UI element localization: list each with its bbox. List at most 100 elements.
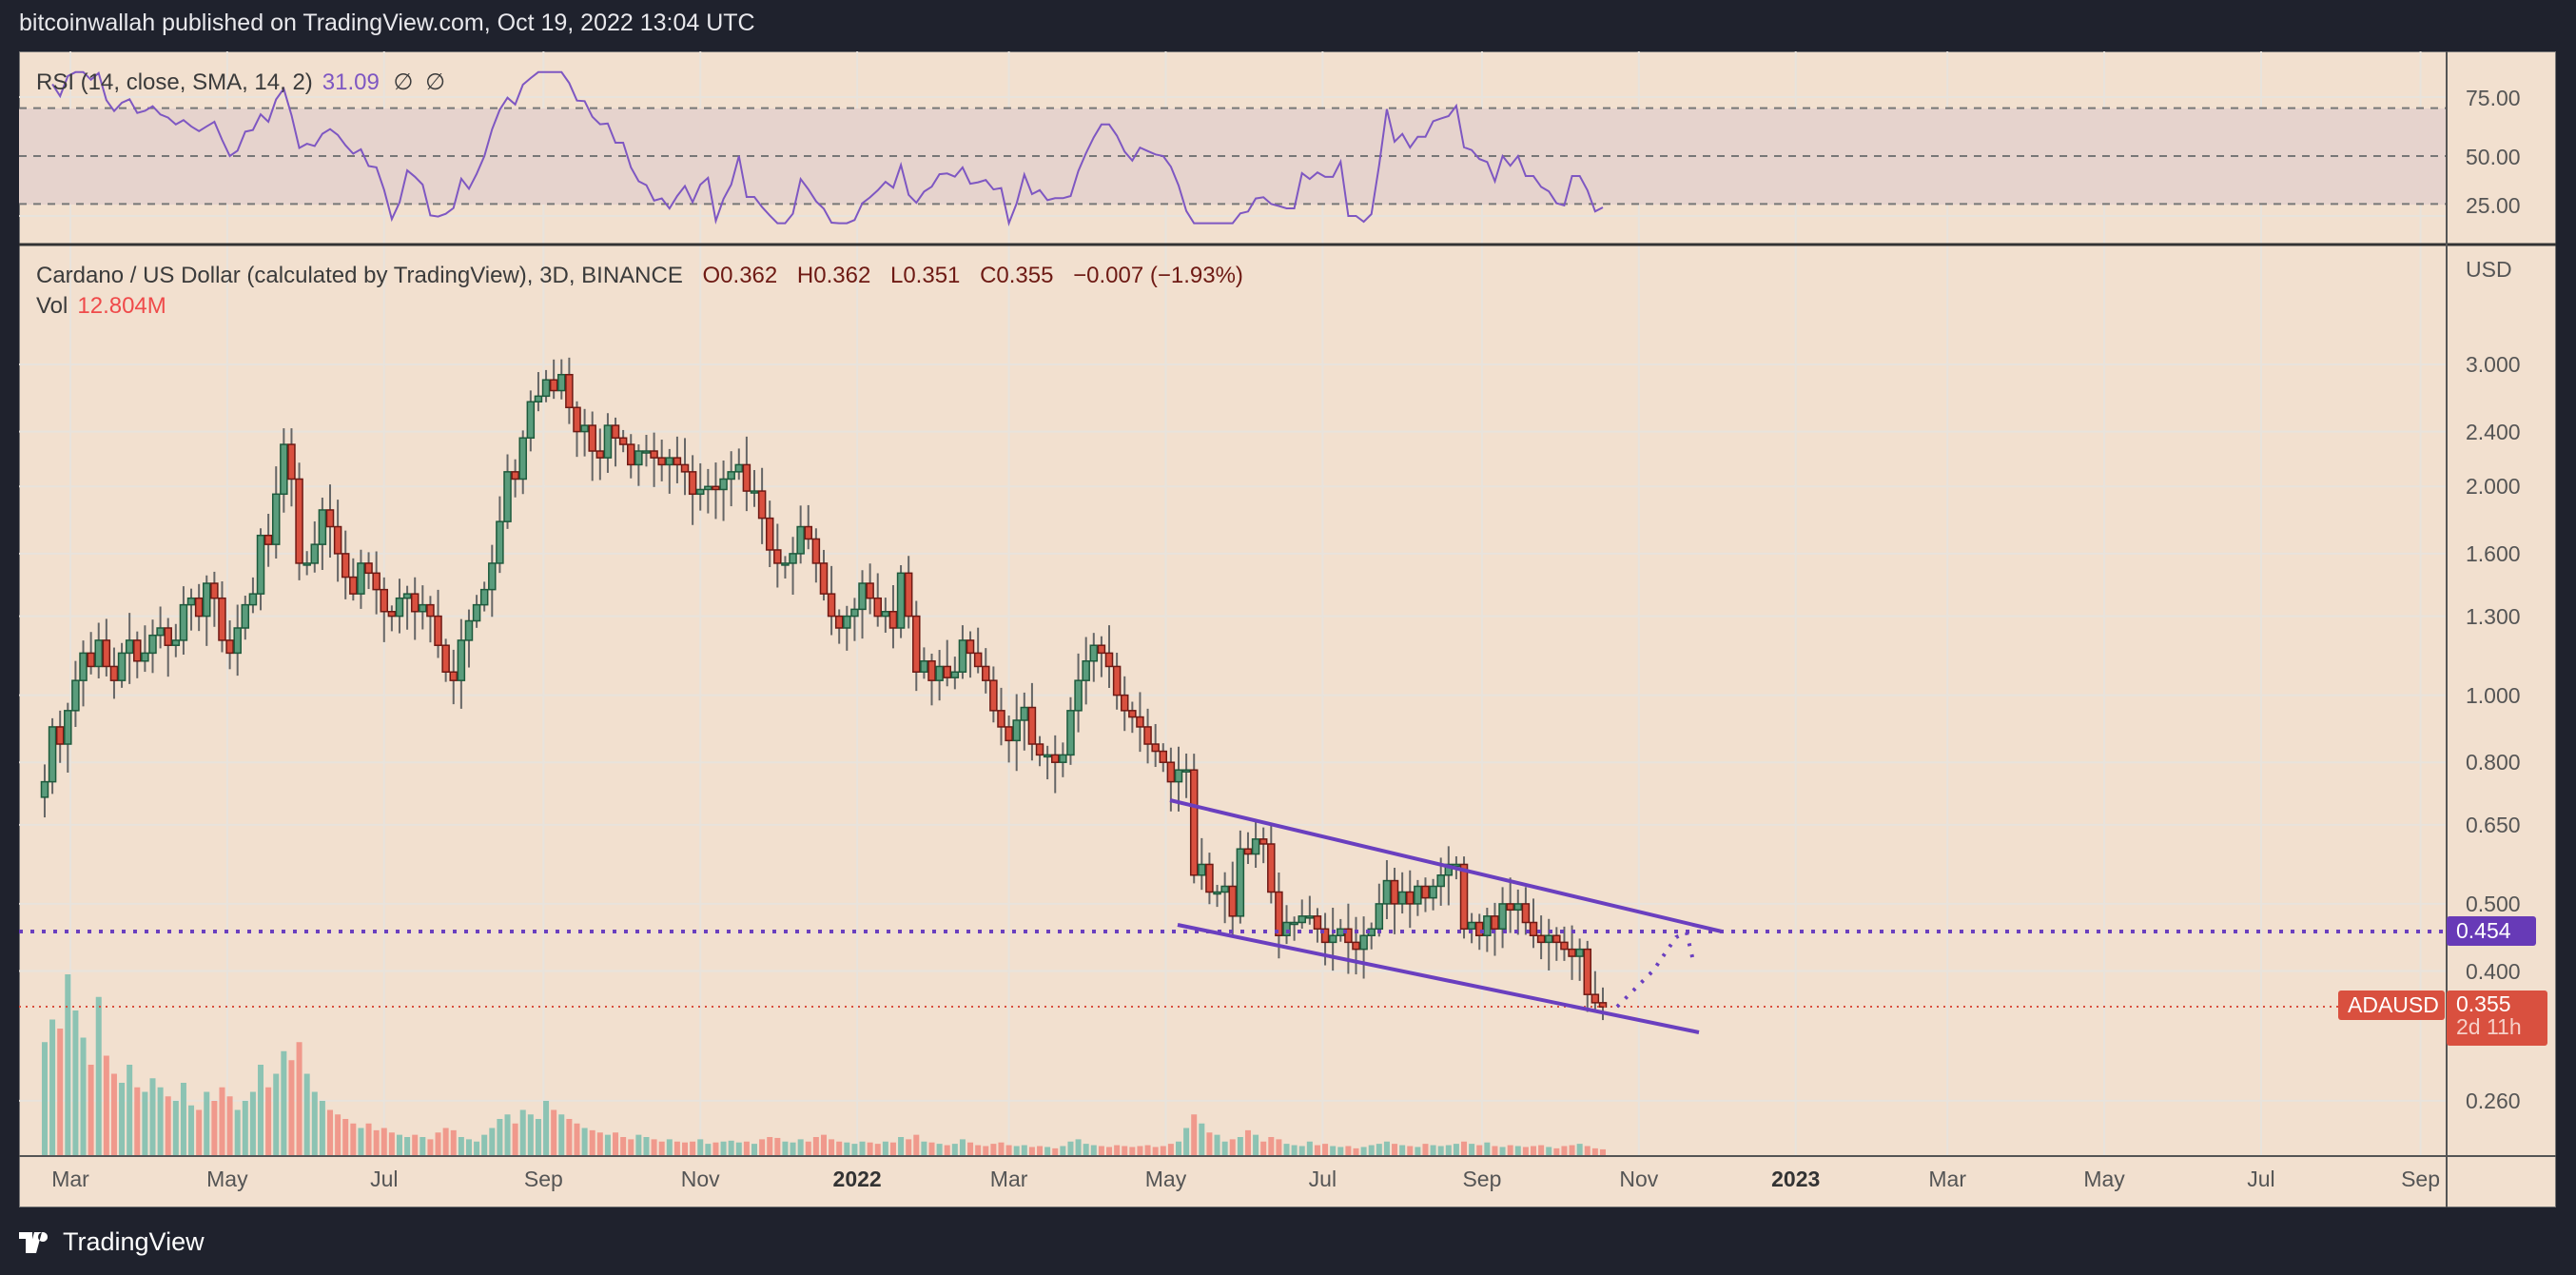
candle (1344, 903, 1353, 974)
candle-body (989, 679, 998, 712)
candle (719, 460, 728, 521)
volume-bar (1276, 1139, 1282, 1155)
change-value: −0.007 (−1.93%) (1073, 263, 1243, 288)
rsi-legend[interactable]: RSI (14, close, SMA, 14, 2) 31.09 ∅ ∅ (36, 69, 445, 96)
candle (989, 666, 998, 723)
volume-bar (1461, 1141, 1468, 1155)
candle-body (1136, 716, 1144, 728)
candle-body (811, 538, 821, 564)
volume-bar (1144, 1145, 1151, 1155)
candle-body (1181, 769, 1191, 773)
volume-bar (543, 1101, 550, 1155)
candle-body (364, 562, 373, 575)
high-value: H0.362 (796, 263, 871, 288)
volume-bar (1298, 1146, 1305, 1155)
candle (225, 620, 234, 670)
candle (618, 429, 628, 453)
candle (757, 467, 767, 544)
volume-bar (1314, 1145, 1320, 1155)
volume-bar (596, 1132, 603, 1155)
candle (186, 588, 196, 631)
volume-bar (41, 1042, 48, 1155)
candle (695, 462, 705, 511)
candle (434, 589, 442, 658)
volume-bar (774, 1137, 781, 1155)
volume-bar (913, 1134, 920, 1155)
candle (387, 605, 397, 632)
volume-legend[interactable]: Vol 12.804M (36, 293, 166, 320)
volume-bar (1152, 1147, 1159, 1155)
volume-bar (1028, 1147, 1035, 1155)
volume-bar (450, 1129, 457, 1155)
candle-body (1521, 903, 1531, 924)
candle (218, 580, 226, 653)
rsi-na-1: ∅ (393, 69, 414, 95)
volume-bar (1353, 1148, 1359, 1155)
candle (704, 468, 712, 514)
candle (1005, 716, 1013, 763)
volume-bar (519, 1109, 526, 1155)
volume-bar (188, 1105, 195, 1155)
volume-bar (1499, 1147, 1506, 1155)
volume-bar (705, 1144, 712, 1155)
candle (248, 577, 258, 614)
candle (843, 605, 851, 651)
candle-body (896, 572, 906, 629)
candle (750, 470, 759, 507)
tradingview-logo[interactable]: TradingView (19, 1227, 205, 1257)
time-tick-label: Sep (1462, 1167, 1502, 1191)
candle (1035, 736, 1044, 767)
candle-body (349, 576, 358, 595)
volume-bar (643, 1137, 650, 1155)
candle-body (1406, 891, 1415, 905)
candle-body (1529, 921, 1538, 936)
volume-bar (258, 1065, 264, 1155)
volume-bar (844, 1142, 850, 1155)
candle (464, 609, 474, 668)
volume-bar (1283, 1144, 1290, 1155)
candle (580, 408, 589, 457)
volume-bar (157, 1087, 164, 1155)
publish-info: bitcoinwallah published on TradingView.c… (19, 10, 755, 36)
candle-body (518, 437, 527, 481)
volume-bar (1052, 1148, 1059, 1155)
candle (573, 401, 581, 458)
candle-body (511, 471, 519, 481)
volume-bar (743, 1141, 750, 1155)
volume-bar (1037, 1146, 1044, 1155)
candle-body (1174, 769, 1183, 783)
candle (1568, 925, 1576, 980)
candle-body (295, 478, 303, 564)
candle-body (526, 401, 536, 440)
candle (426, 596, 435, 643)
candle-body (133, 639, 142, 662)
candle-body (573, 406, 581, 433)
candle (156, 606, 165, 649)
candle (1390, 867, 1399, 934)
volume-bar (1291, 1145, 1298, 1155)
symbol-legend[interactable]: Cardano / US Dollar (calculated by Tradi… (36, 263, 1243, 289)
volume-bar (180, 1083, 186, 1155)
candle (518, 430, 527, 495)
candle (419, 585, 427, 630)
candle (395, 579, 404, 634)
candle (1097, 636, 1106, 677)
candle (1050, 735, 1060, 794)
candle-body (87, 652, 95, 668)
volume-bar (1337, 1147, 1344, 1155)
candle (357, 549, 365, 609)
candle (1236, 830, 1245, 924)
price-tick-label: 3.000 (2466, 352, 2521, 377)
volume-bar (1492, 1146, 1498, 1155)
candle-body (1491, 915, 1499, 931)
candle-body (1082, 659, 1090, 681)
candle-body (479, 588, 489, 606)
candle (125, 613, 134, 684)
volume-bar (998, 1142, 1005, 1155)
candle-body (1575, 948, 1584, 957)
candle (688, 455, 697, 525)
low-value: L0.351 (889, 263, 961, 288)
volume-bar (767, 1137, 773, 1155)
volume-bar (1206, 1132, 1213, 1155)
